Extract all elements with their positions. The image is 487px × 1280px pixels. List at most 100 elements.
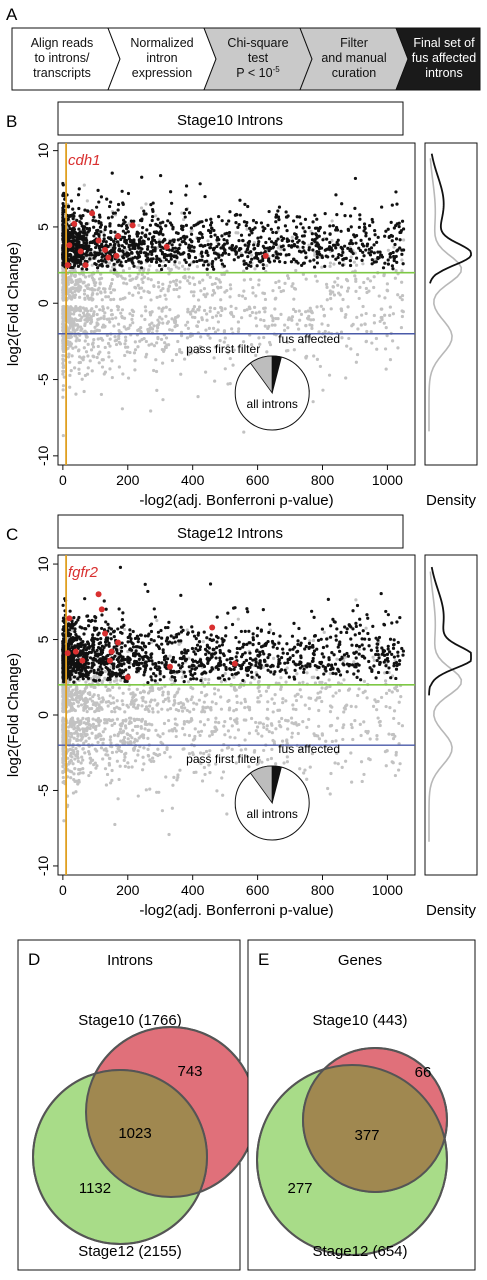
grey-point bbox=[223, 307, 227, 311]
black-point bbox=[106, 245, 110, 249]
grey-point bbox=[272, 701, 276, 705]
grey-point bbox=[388, 305, 392, 309]
grey-point bbox=[91, 717, 95, 721]
grey-point bbox=[73, 757, 77, 761]
black-point bbox=[289, 260, 294, 264]
grey-point bbox=[334, 691, 338, 695]
grey-point bbox=[170, 728, 174, 732]
grey-point bbox=[116, 732, 120, 736]
grey-point bbox=[205, 292, 209, 296]
black-point bbox=[210, 226, 214, 230]
black-point bbox=[192, 249, 196, 253]
grey-point bbox=[125, 350, 129, 354]
grey-point bbox=[67, 295, 71, 300]
density-curve-all bbox=[428, 158, 463, 432]
black-point bbox=[99, 230, 103, 234]
black-point bbox=[262, 266, 266, 271]
black-point bbox=[227, 252, 231, 257]
black-point bbox=[85, 658, 89, 662]
grey-point bbox=[92, 763, 96, 767]
grey-point bbox=[279, 685, 283, 689]
black-point bbox=[139, 633, 143, 637]
grey-point bbox=[383, 679, 388, 683]
grey-point bbox=[265, 707, 270, 711]
black-point bbox=[295, 245, 299, 249]
black-point bbox=[92, 225, 96, 229]
black-point bbox=[278, 260, 282, 264]
grey-point bbox=[85, 685, 89, 689]
grey-point bbox=[391, 339, 395, 343]
grey-point bbox=[61, 753, 66, 757]
black-point bbox=[390, 264, 394, 268]
grey-point bbox=[83, 296, 87, 300]
grey-point bbox=[185, 708, 189, 713]
black-point bbox=[153, 246, 157, 250]
grey-point bbox=[164, 775, 168, 779]
grey-point bbox=[72, 701, 76, 706]
black-point bbox=[164, 258, 169, 262]
grey-point bbox=[268, 340, 272, 345]
grey-point bbox=[215, 728, 219, 732]
grey-point bbox=[89, 348, 94, 352]
grey-point bbox=[354, 289, 358, 293]
black-point bbox=[298, 215, 302, 219]
black-point bbox=[205, 259, 209, 263]
black-point bbox=[170, 223, 174, 227]
grey-point bbox=[94, 305, 98, 309]
grey-point bbox=[263, 306, 267, 310]
grey-point bbox=[307, 696, 311, 700]
grey-point bbox=[136, 703, 140, 707]
grey-point bbox=[149, 298, 153, 302]
grey-point bbox=[195, 264, 199, 269]
black-point bbox=[178, 243, 182, 247]
grey-point bbox=[80, 755, 84, 759]
black-point bbox=[158, 221, 163, 225]
grey-point bbox=[285, 340, 290, 344]
black-point bbox=[168, 212, 172, 216]
black-point bbox=[122, 252, 126, 256]
grey-point bbox=[61, 748, 65, 752]
grey-point bbox=[140, 717, 145, 721]
grey-point bbox=[93, 685, 97, 690]
grey-point bbox=[351, 737, 355, 742]
grey-point bbox=[173, 320, 178, 325]
black-point bbox=[173, 640, 177, 644]
black-point bbox=[348, 259, 352, 263]
grey-point bbox=[206, 717, 210, 722]
grey-point bbox=[191, 276, 195, 280]
black-point bbox=[310, 242, 314, 246]
grey-point bbox=[86, 354, 90, 358]
black-point bbox=[189, 677, 193, 681]
grey-point bbox=[98, 350, 102, 354]
grey-point bbox=[281, 697, 285, 701]
black-point bbox=[215, 615, 219, 619]
black-point bbox=[251, 227, 255, 232]
grey-point bbox=[191, 752, 195, 757]
grey-point bbox=[400, 293, 405, 298]
grey-point bbox=[81, 758, 85, 762]
grey-point bbox=[359, 760, 364, 764]
grey-point bbox=[367, 289, 371, 293]
black-point bbox=[116, 202, 121, 207]
black-point bbox=[353, 633, 357, 637]
grey-point bbox=[256, 700, 260, 704]
grey-point bbox=[108, 367, 112, 371]
grey-point bbox=[176, 773, 180, 777]
black-point bbox=[376, 235, 380, 239]
grey-point bbox=[234, 231, 238, 235]
grey-point bbox=[142, 736, 146, 740]
grey-point bbox=[174, 278, 179, 283]
black-point bbox=[104, 643, 108, 647]
grey-point bbox=[61, 285, 66, 289]
black-point bbox=[153, 230, 157, 235]
black-point bbox=[367, 637, 371, 642]
black-point bbox=[292, 257, 296, 262]
grey-point bbox=[304, 277, 308, 281]
black-point bbox=[77, 227, 81, 231]
grey-point bbox=[121, 702, 125, 707]
grey-point bbox=[299, 695, 303, 699]
grey-point bbox=[131, 747, 136, 751]
grey-point bbox=[202, 287, 207, 291]
grey-point bbox=[104, 685, 108, 689]
